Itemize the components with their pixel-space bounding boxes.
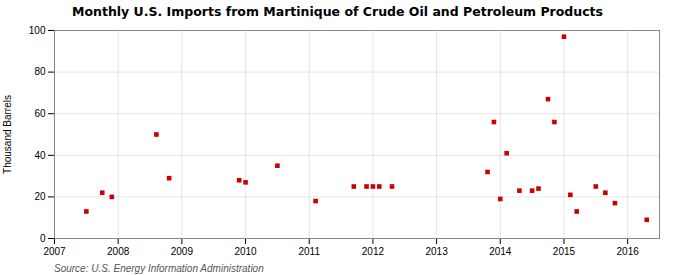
svg-text:0: 0 — [40, 233, 46, 244]
svg-text:2011: 2011 — [298, 246, 320, 257]
svg-text:80: 80 — [34, 66, 46, 77]
svg-text:2009: 2009 — [171, 246, 194, 257]
svg-text:60: 60 — [34, 108, 46, 119]
svg-text:Thousand Barrels: Thousand Barrels — [2, 95, 13, 174]
svg-text:2012: 2012 — [362, 246, 385, 257]
svg-text:40: 40 — [34, 150, 46, 161]
svg-text:2010: 2010 — [234, 246, 257, 257]
svg-text:2008: 2008 — [107, 246, 130, 257]
html-text:Source: U.S. Energy Informatio: Source: U.S. Energy Information Administ… — [54, 263, 264, 274]
svg-text:20: 20 — [34, 191, 46, 202]
html-text:Monthly U.S. Imports from Mart: Monthly U.S. Imports from Martinique of … — [72, 4, 603, 19]
svg-text:2007: 2007 — [43, 246, 66, 257]
svg-text:2015: 2015 — [553, 246, 576, 257]
svg-text:2013: 2013 — [425, 246, 448, 257]
svg-text:2014: 2014 — [489, 246, 512, 257]
svg-text:100: 100 — [29, 25, 46, 36]
svg-text:2016: 2016 — [617, 246, 640, 257]
